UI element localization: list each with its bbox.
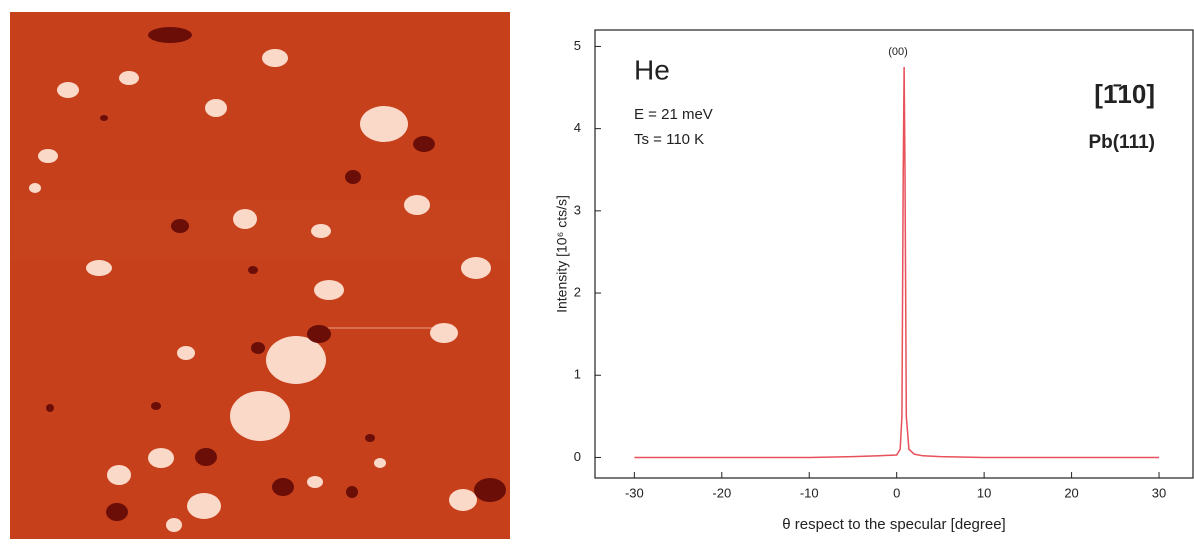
x-tick-label: 30: [1152, 485, 1166, 500]
x-axis-label: θ respect to the specular [degree]: [782, 516, 1005, 533]
y-tick-label: 3: [574, 202, 581, 217]
direction-label: [1̄10]: [1094, 79, 1155, 109]
y-tick-label: 4: [574, 120, 581, 135]
x-tick-label: -30: [625, 485, 644, 500]
x-tick-label: -10: [800, 485, 819, 500]
energy-label: E = 21 meV: [634, 106, 713, 123]
plot-frame: [594, 29, 1194, 479]
y-tick-label: 5: [574, 38, 581, 53]
y-tick-label: 0: [574, 449, 581, 464]
data-line: [634, 66, 1160, 459]
peak-label: (00): [888, 46, 908, 58]
x-tick-label: -20: [712, 485, 731, 500]
x-tick-label: 10: [977, 485, 991, 500]
temperature-label: Ts = 110 K: [634, 131, 704, 148]
chart: He E = 21 meV Ts = 110 K [1̄10] Pb(111) …: [554, 29, 1194, 533]
x-tick-label: 20: [1064, 485, 1078, 500]
y-tick-label: 2: [574, 284, 581, 299]
x-tick-label: 0: [893, 485, 900, 500]
surface-label: Pb(111): [1088, 132, 1155, 153]
y-axis-label: Intensity [10⁶ cts/s]: [554, 195, 570, 313]
stm-image: [10, 12, 510, 539]
y-tick-label: 1: [574, 367, 581, 382]
gas-label: He: [634, 54, 670, 85]
